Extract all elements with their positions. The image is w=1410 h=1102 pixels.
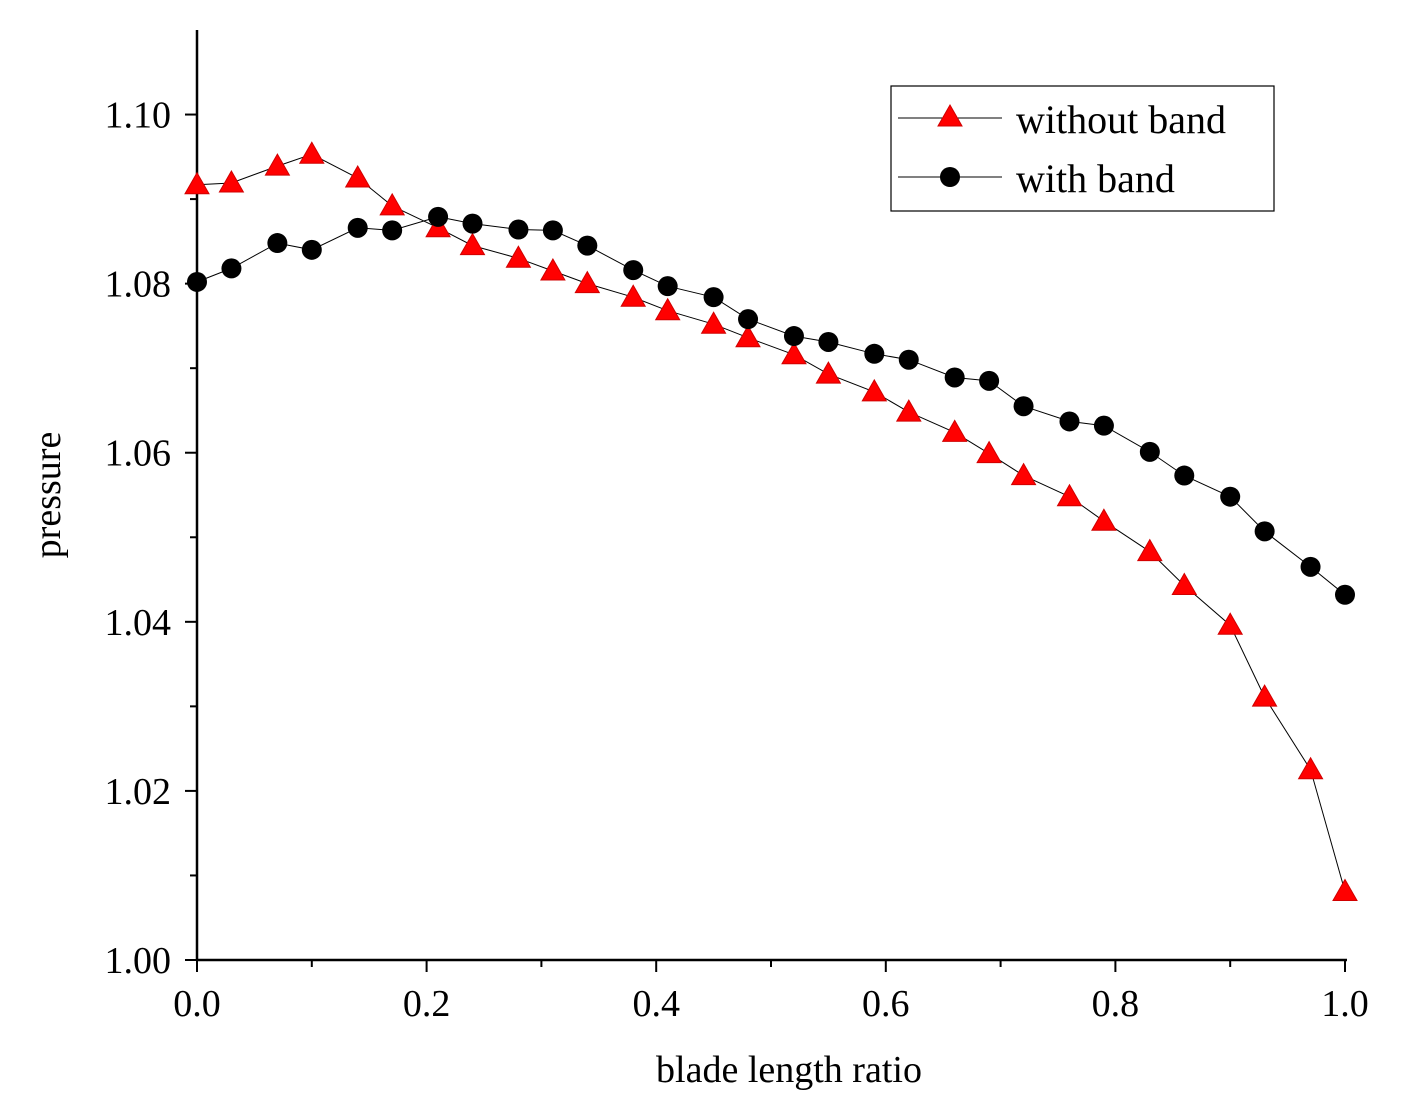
series-layer — [184, 141, 1358, 901]
data-point-without-band — [1056, 483, 1083, 507]
data-point-with-band — [382, 220, 403, 241]
data-point-with-band — [1059, 411, 1080, 432]
x-tick-label: 0.4 — [632, 983, 680, 1025]
data-point-with-band — [979, 370, 1000, 391]
series-without-band — [184, 141, 1358, 901]
data-point-with-band — [267, 233, 288, 254]
data-point-without-band — [344, 164, 371, 188]
data-point-with-band — [864, 343, 885, 364]
y-axis-title: pressure — [27, 432, 69, 559]
data-point-with-band — [898, 349, 919, 370]
data-point-without-band — [505, 245, 532, 268]
data-point-without-band — [540, 257, 566, 281]
x-tick-label: 0.6 — [862, 983, 910, 1025]
data-point-with-band — [1335, 584, 1355, 605]
data-point-without-band — [574, 270, 601, 294]
y-tick-label: 1.02 — [105, 771, 172, 813]
legend: without band with band — [890, 85, 1275, 212]
data-point-with-band — [818, 331, 839, 352]
data-point-without-band — [1332, 878, 1358, 901]
series-line-with-band — [196, 216, 1346, 596]
y-tick-label: 1.10 — [105, 95, 172, 137]
data-point-with-band — [577, 235, 598, 256]
y-tick-label: 1.00 — [105, 940, 172, 982]
y-tick-label: 1.08 — [105, 264, 172, 306]
data-point-with-band — [347, 217, 368, 238]
ticks: 0.0 0.2 0.4 0.6 0.8 1.0 1.00 1.02 1.04 1.06 1.08 1.… — [105, 95, 1369, 1025]
y-tick-label: 1.04 — [105, 602, 172, 644]
series-with-band — [187, 206, 1355, 605]
data-point-with-band — [657, 276, 678, 297]
legend-marker-with-band — [940, 167, 960, 187]
data-point-with-band — [1139, 441, 1160, 462]
legend-box — [890, 85, 1275, 212]
x-tick-label: 0.2 — [403, 983, 451, 1025]
data-point-without-band — [1297, 756, 1324, 780]
data-point-without-band — [861, 378, 888, 402]
data-point-with-band — [944, 367, 965, 388]
data-point-with-band — [1013, 396, 1034, 417]
data-point-without-band — [620, 284, 647, 307]
data-point-with-band — [783, 326, 804, 347]
data-point-without-band — [976, 440, 1002, 464]
data-point-with-band — [508, 219, 529, 240]
data-point-with-band — [221, 258, 242, 279]
data-point-with-band — [623, 260, 644, 281]
data-point-with-band — [1254, 521, 1275, 542]
x-axis-title: blade length ratio — [656, 1049, 922, 1091]
data-point-with-band — [1300, 556, 1321, 577]
data-point-without-band — [459, 232, 486, 256]
x-tick-label: 0.0 — [173, 983, 221, 1025]
data-point-without-band — [218, 169, 245, 193]
data-point-with-band — [301, 239, 322, 260]
legend-label-with-band: with band — [1016, 156, 1175, 201]
data-point-without-band — [264, 153, 291, 176]
data-point-with-band — [462, 213, 483, 234]
data-point-without-band — [700, 311, 727, 334]
data-point-with-band — [187, 271, 207, 292]
data-point-without-band — [1010, 462, 1037, 486]
data-point-without-band — [941, 419, 968, 442]
data-point-with-band — [1220, 486, 1241, 507]
data-point-without-band — [1136, 538, 1163, 562]
data-point-without-band — [1091, 508, 1117, 531]
data-point-with-band — [542, 220, 563, 241]
y-tick-label: 1.06 — [105, 433, 172, 475]
data-point-without-band — [735, 324, 761, 348]
data-point-without-band — [1217, 612, 1244, 635]
data-point-with-band — [428, 206, 449, 227]
data-point-without-band — [654, 297, 681, 321]
data-point-with-band — [1174, 465, 1195, 486]
data-point-without-band — [298, 141, 325, 164]
data-point-without-band — [379, 192, 406, 216]
legend-marker-without-band — [937, 103, 963, 127]
data-point-without-band — [781, 341, 807, 365]
data-point-with-band — [738, 309, 759, 330]
series-line-without-band — [196, 153, 1346, 892]
data-point-with-band — [1093, 415, 1114, 436]
x-tick-label: 0.8 — [1092, 983, 1140, 1025]
data-point-without-band — [815, 361, 842, 384]
data-point-with-band — [703, 287, 724, 308]
data-point-without-band — [184, 171, 210, 195]
data-point-without-band — [1171, 572, 1198, 595]
data-point-without-band — [1251, 684, 1278, 707]
x-tick-label: 1.0 — [1321, 983, 1369, 1025]
legend-label-without-band: without band — [1016, 97, 1226, 142]
data-point-without-band — [895, 399, 922, 422]
